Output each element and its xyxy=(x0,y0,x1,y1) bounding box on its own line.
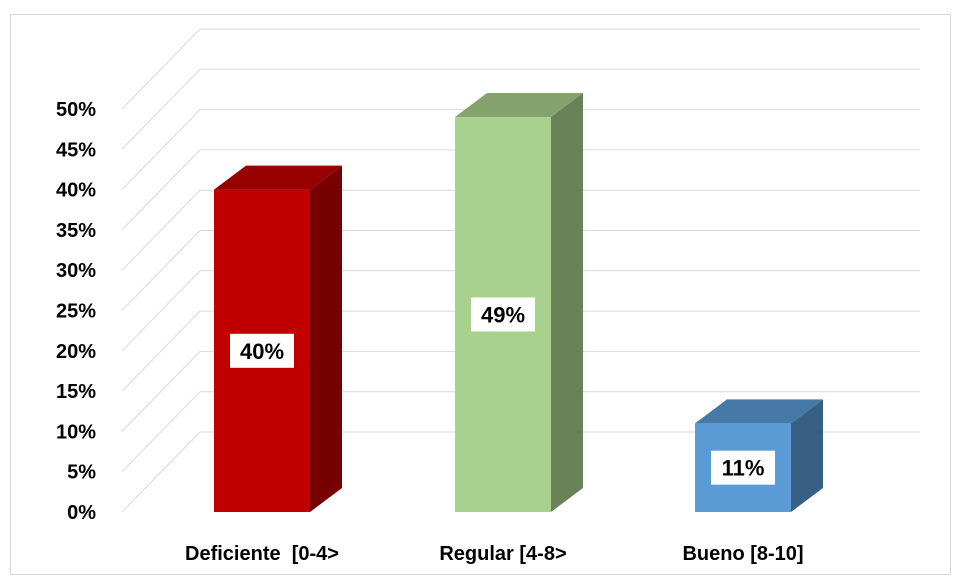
bar-top xyxy=(695,399,823,424)
gridline-diagonal xyxy=(121,28,201,110)
bar-top xyxy=(455,93,583,118)
gridline-diagonal xyxy=(121,149,201,231)
gridline-diagonal xyxy=(121,109,201,190)
data-label-box xyxy=(230,333,294,368)
y-tick-label: 25% xyxy=(56,301,96,323)
gridline-diagonal xyxy=(121,189,201,271)
data-label-text: 40% xyxy=(240,339,284,364)
y-tick-label: 30% xyxy=(56,260,96,282)
y-tick-label: 10% xyxy=(56,421,96,443)
y-axis-ticks: 0% 5% 10% 15% 20% 25% 30% 35% 40% 45% 50% xyxy=(56,99,96,524)
data-label-text: 11% xyxy=(722,456,765,481)
data-label-3: 11% xyxy=(711,450,775,485)
gridline-diagonal xyxy=(121,230,201,311)
y-tick-label: 0% xyxy=(67,502,96,524)
gridline-diagonal xyxy=(121,351,201,432)
data-label-box xyxy=(711,450,775,485)
x-axis-categories: Deficiente [0-4> Regular [4-8> Bueno [8-10… xyxy=(185,543,804,565)
y-tick-label: 15% xyxy=(56,381,96,403)
y-tick-label: 20% xyxy=(56,341,96,363)
x-category-label: Bueno [8-10] xyxy=(682,543,803,565)
y-tick-label: 35% xyxy=(56,220,96,242)
x-category-label: Deficiente [0-4> xyxy=(185,543,339,565)
y-tick-label: 45% xyxy=(56,139,96,161)
data-label-text: 49% xyxy=(481,303,525,328)
y-tick-label: 5% xyxy=(67,462,96,484)
data-label-2: 49% xyxy=(471,297,535,332)
gridline-diagonal xyxy=(121,391,201,473)
data-label-box xyxy=(471,297,535,332)
gridline-diagonal xyxy=(121,431,201,513)
bar-side xyxy=(791,399,823,512)
data-label-1: 40% xyxy=(230,333,294,368)
y-tick-label: 50% xyxy=(56,99,96,121)
y-tick-label: 40% xyxy=(56,180,96,202)
bar-side xyxy=(310,165,342,512)
bar-side xyxy=(551,93,583,512)
gridline-diagonal xyxy=(121,310,201,392)
x-category-label: Regular [4-8> xyxy=(439,543,566,565)
gridline-diagonal xyxy=(121,270,201,352)
bar-top xyxy=(214,165,342,190)
gridline-diagonal xyxy=(121,68,201,150)
data-labels: 40% 49% 11% xyxy=(230,297,775,485)
